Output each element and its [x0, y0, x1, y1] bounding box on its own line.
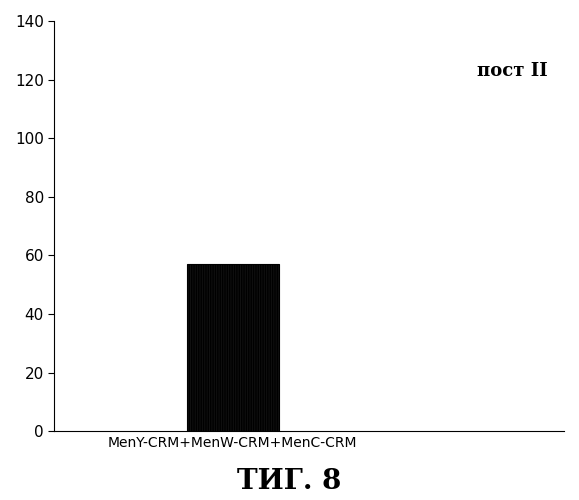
Text: ΤИГ. 8: ΤИГ. 8	[237, 468, 342, 495]
Text: пост II: пост II	[477, 62, 548, 80]
Bar	[187, 264, 278, 431]
